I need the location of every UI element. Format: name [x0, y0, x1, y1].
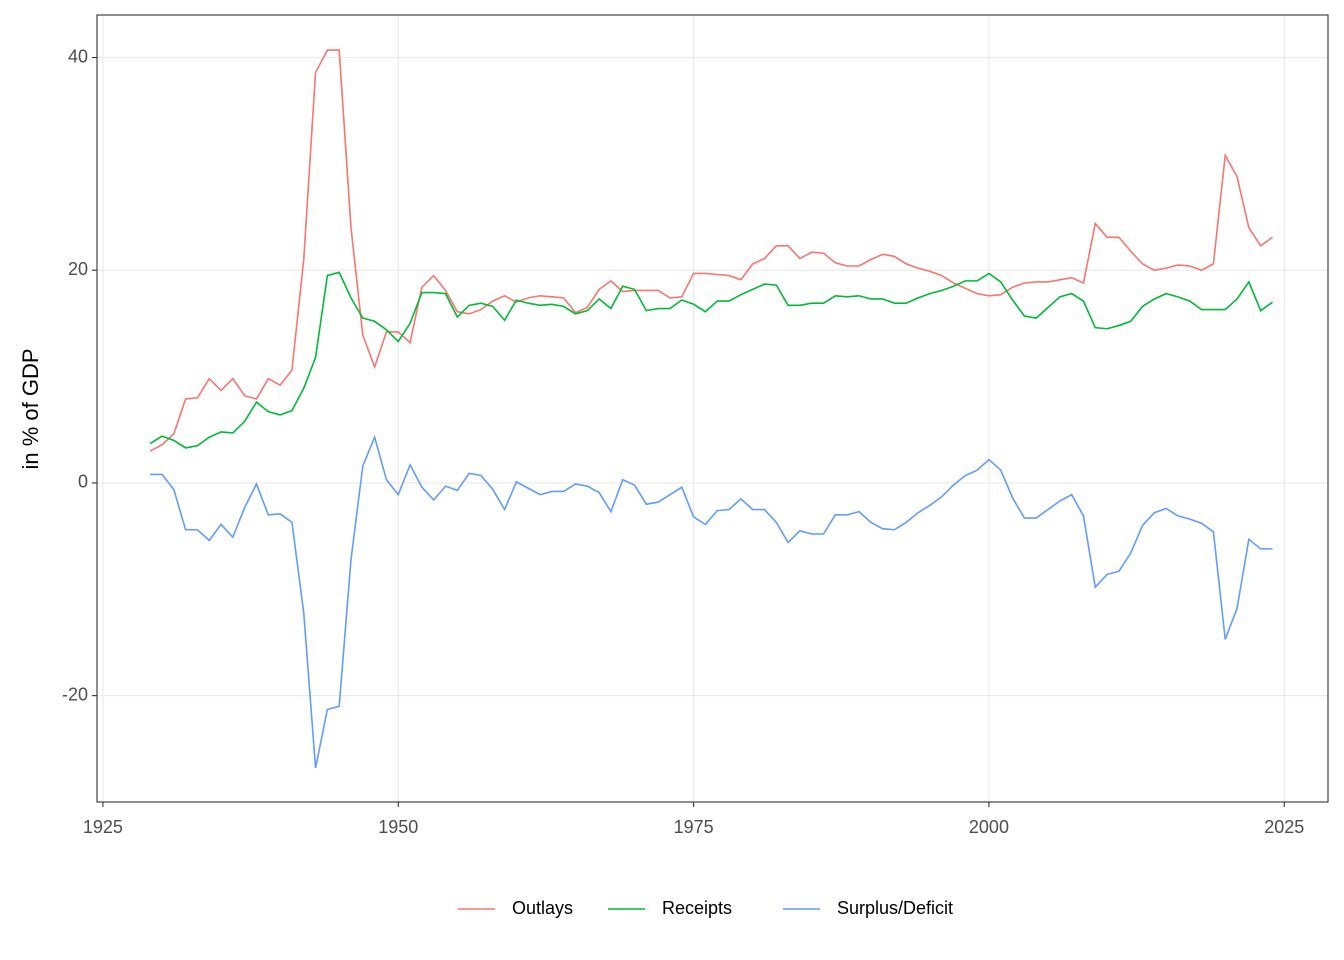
y-tick-label: 0	[78, 472, 88, 492]
data-line	[149, 49, 1273, 452]
x-tick-label: 2025	[1264, 817, 1304, 837]
x-tick-label: 1925	[83, 817, 123, 837]
y-tick-label: -20	[62, 684, 88, 704]
panel-background	[97, 15, 1328, 802]
x-tick-label: 1950	[378, 817, 418, 837]
x-tick-label: 1975	[674, 817, 714, 837]
legend-text: Surplus/Deficit	[837, 898, 953, 918]
legend-text: Receipts	[662, 898, 732, 918]
panel-border	[96, 14, 1329, 803]
x-tick-label: 2000	[969, 817, 1009, 837]
data-line	[150, 434, 1273, 769]
y-axis-title: in % of GDP	[18, 348, 43, 469]
y-tick-label: 20	[68, 259, 88, 279]
legend-text: Outlays	[512, 898, 573, 918]
y-tick-label: 40	[68, 46, 88, 66]
data-line	[149, 271, 1273, 449]
